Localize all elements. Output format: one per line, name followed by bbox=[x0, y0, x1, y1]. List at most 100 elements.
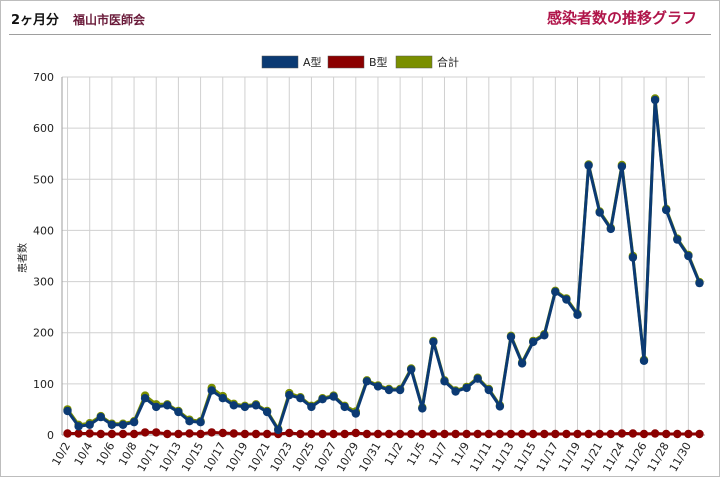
data-point bbox=[262, 429, 272, 439]
data-point bbox=[218, 428, 227, 438]
data-point bbox=[673, 429, 682, 439]
data-point bbox=[595, 429, 604, 439]
data-point bbox=[96, 412, 106, 422]
data-point bbox=[451, 429, 460, 439]
legend-swatch bbox=[395, 55, 433, 69]
grid-layer bbox=[62, 76, 705, 436]
series-a-type bbox=[63, 95, 704, 435]
legend-label: A型 bbox=[303, 55, 322, 69]
period-label: 2ヶ月分 bbox=[11, 13, 60, 28]
data-point bbox=[240, 402, 250, 412]
series-layer bbox=[63, 94, 704, 439]
data-point bbox=[639, 356, 649, 365]
data-point bbox=[551, 429, 560, 439]
data-point bbox=[540, 429, 549, 439]
x-tick-label: 11/2 bbox=[382, 440, 406, 468]
data-point bbox=[440, 377, 449, 386]
data-point bbox=[650, 95, 660, 105]
data-point bbox=[285, 390, 294, 400]
series-total bbox=[63, 94, 704, 434]
data-point bbox=[329, 392, 338, 401]
data-point bbox=[506, 429, 516, 439]
data-point bbox=[218, 394, 227, 403]
data-point bbox=[229, 429, 238, 438]
data-point bbox=[628, 429, 638, 438]
data-point bbox=[606, 224, 615, 234]
data-point bbox=[395, 429, 405, 439]
data-point bbox=[351, 428, 360, 438]
x-tick-label: 11/7 bbox=[426, 440, 450, 468]
data-point bbox=[628, 253, 638, 262]
data-point bbox=[529, 337, 538, 347]
data-point bbox=[639, 429, 649, 439]
data-point bbox=[196, 429, 205, 439]
data-point bbox=[429, 429, 438, 439]
data-point bbox=[240, 429, 250, 439]
data-point bbox=[296, 429, 305, 439]
data-point bbox=[473, 374, 482, 383]
data-point bbox=[318, 429, 327, 439]
x-tick-label: 10/2 bbox=[50, 440, 74, 468]
legend-label: B型 bbox=[369, 55, 388, 69]
data-point bbox=[207, 386, 216, 395]
data-point bbox=[484, 429, 493, 439]
data-point bbox=[174, 429, 183, 439]
data-point bbox=[540, 331, 549, 340]
x-tick-label: 11/5 bbox=[404, 440, 428, 468]
data-point bbox=[407, 365, 416, 374]
chart-title: 感染者数の推移グラフ bbox=[546, 9, 697, 27]
data-point bbox=[351, 409, 360, 418]
x-tick-label: 10/4 bbox=[72, 440, 96, 468]
x-tick-label: 10/31 bbox=[356, 440, 383, 474]
data-point bbox=[517, 429, 527, 439]
y-tick-label: 400 bbox=[33, 224, 54, 237]
data-point bbox=[562, 295, 571, 304]
data-point bbox=[407, 429, 416, 439]
data-point bbox=[562, 429, 571, 439]
y-tick-label: 100 bbox=[33, 378, 54, 391]
legend: A型 B型 合計 bbox=[261, 55, 459, 69]
x-tick-label: 11/30 bbox=[667, 440, 694, 474]
data-point bbox=[395, 385, 405, 395]
data-point bbox=[484, 385, 493, 395]
data-point bbox=[451, 387, 460, 396]
y-tick-label: 500 bbox=[33, 173, 54, 186]
data-point bbox=[362, 377, 372, 386]
data-point bbox=[551, 287, 560, 296]
data-point bbox=[340, 429, 349, 439]
source-label: 福山市医師会 bbox=[73, 13, 146, 27]
data-point bbox=[329, 429, 338, 439]
header-divider bbox=[9, 34, 711, 35]
data-point bbox=[673, 235, 682, 244]
y-tick-label: 700 bbox=[33, 71, 54, 84]
y-tick-label: 300 bbox=[33, 276, 54, 289]
x-tick-label: 10/6 bbox=[94, 440, 118, 468]
data-point bbox=[152, 402, 161, 412]
data-point bbox=[384, 385, 394, 395]
data-point bbox=[617, 429, 627, 438]
data-point bbox=[307, 429, 316, 439]
data-point bbox=[152, 428, 161, 437]
data-point bbox=[274, 425, 283, 435]
data-point bbox=[462, 383, 471, 393]
data-point bbox=[85, 429, 94, 438]
data-point bbox=[584, 429, 593, 439]
data-point bbox=[373, 429, 383, 439]
data-point bbox=[650, 429, 660, 438]
series-b-type bbox=[63, 428, 704, 439]
data-point bbox=[174, 407, 183, 417]
data-point bbox=[529, 429, 538, 439]
data-point bbox=[495, 402, 505, 411]
data-point bbox=[462, 429, 471, 439]
data-point bbox=[384, 429, 394, 439]
data-point bbox=[307, 402, 316, 412]
data-point bbox=[85, 420, 94, 429]
y-tick-label: 200 bbox=[33, 327, 54, 340]
data-point bbox=[185, 417, 194, 426]
data-point bbox=[107, 420, 117, 429]
series-line bbox=[66, 98, 701, 432]
data-point bbox=[473, 429, 482, 439]
data-point bbox=[695, 429, 704, 439]
data-point bbox=[107, 429, 117, 439]
